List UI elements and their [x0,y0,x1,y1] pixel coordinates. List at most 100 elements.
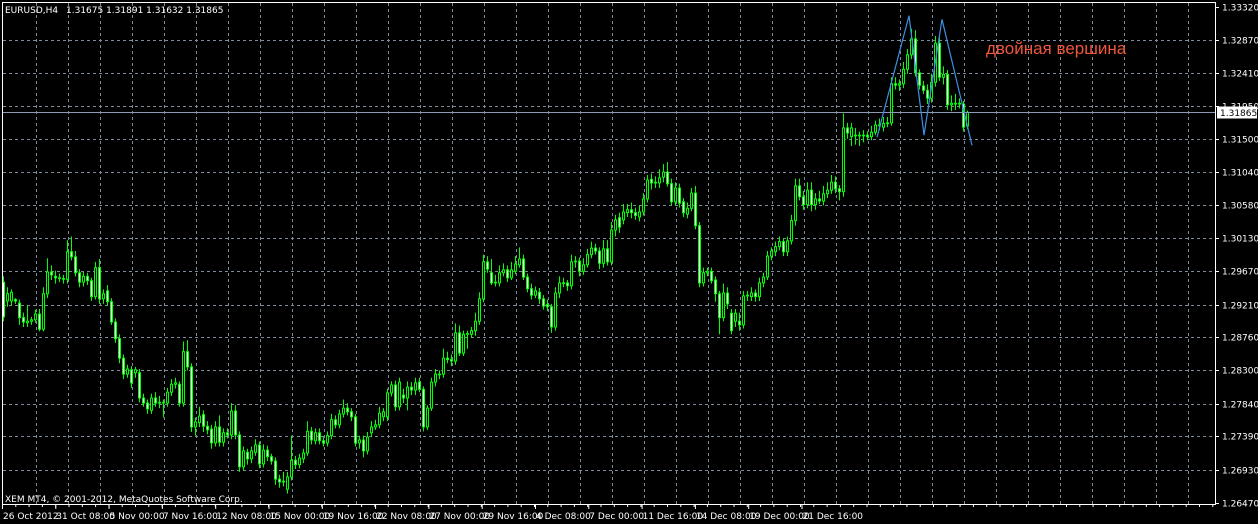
candle [686,202,689,219]
candle-body-bull [494,281,497,284]
candle-body-bull [750,292,753,298]
candle-body-bull [814,198,817,206]
candle-body-bear [578,260,581,272]
candle [918,69,921,90]
candle [450,354,453,367]
candle-body-bull [30,319,33,322]
candle-body-bull [370,426,373,434]
candle-body-bull [602,248,605,264]
candle-body-bull [398,381,401,408]
candle [726,287,729,309]
candle [594,243,597,255]
candle [158,395,161,409]
candles [2,28,969,494]
candle [398,377,401,411]
candle [642,193,645,216]
candle-body-bull [474,320,477,332]
candle [358,435,361,449]
candle [630,202,633,219]
double-top-trendline[interactable] [876,15,973,146]
candle-body-bull [774,246,777,253]
candle-body-bear [670,183,673,203]
candle-body-bull [882,123,885,128]
candle [126,364,129,378]
candle-body-bull [182,351,185,404]
candle [782,238,785,257]
double-top-annotation[interactable]: двойная вершина [986,39,1127,58]
candle-body-bull [426,407,429,428]
price-tick-label: 1.27840 [1222,401,1258,411]
candle [942,66,945,85]
candle [22,312,25,328]
candle-body-bear [538,291,541,300]
candle [750,287,753,301]
candle-body-bear [394,384,397,408]
candle-body-bull [342,407,345,415]
candle-body-bull [242,450,245,468]
candle [838,185,841,201]
candle-body-bear [202,414,205,427]
candle [530,283,533,300]
candle [58,273,61,283]
candle-body-bull [574,260,577,263]
candle [754,289,757,302]
candle-body-bull [158,401,161,404]
candle [330,413,333,440]
candle [342,399,345,418]
candle-body-bull [662,171,665,178]
candle [386,388,389,422]
candle [718,290,721,335]
candle-body-bear [486,261,489,270]
candle-body-bear [562,282,565,285]
candle [314,428,317,445]
candle [182,341,185,407]
candle [470,327,473,338]
candle [70,236,73,261]
candle-body-bear [918,72,921,86]
candle [262,444,265,468]
candle-body-bear [234,410,237,436]
candle-body-bear [310,430,313,441]
candle-body-bull [778,241,781,248]
candle-body-bear [62,278,65,280]
candle [842,113,845,197]
candle [510,261,513,280]
candle-body-bull [470,330,473,335]
candle [50,265,53,280]
time-tick-label: 7 Nov 16:00 [163,512,218,522]
candle [418,377,421,393]
candle-body-bear [682,201,685,214]
candle-body-bear [246,451,249,460]
candle-body-bear [130,369,133,384]
candle [790,214,793,245]
candle [282,471,285,487]
time-tick-label: 5 Nov 00:00 [110,512,165,522]
candle [954,93,957,110]
price-tick-label: 1.33320 [1222,4,1258,14]
candle [82,272,85,287]
candle [746,290,749,301]
candle [486,256,489,273]
candle-body-bull [906,54,909,70]
candle-body-bear [178,383,181,404]
candle [618,212,621,233]
candle-body-bear [258,444,261,465]
candle-body-bear [954,102,957,105]
candle [826,182,829,199]
candle-body-bear [354,416,357,444]
candle [850,122,853,147]
candle-body-bear [782,241,785,253]
price-tick-label: 1.28760 [1222,334,1258,344]
bid-price-label: 1.31865 [1220,109,1257,119]
candle [202,410,205,433]
candle [134,366,137,378]
candle [122,354,125,380]
candle [310,426,313,445]
candle-body-bear [718,293,721,319]
candle-body-bear [274,460,277,480]
candle [318,428,321,445]
candle [406,381,409,411]
candle [538,287,541,304]
candle-body-bear [74,256,77,274]
